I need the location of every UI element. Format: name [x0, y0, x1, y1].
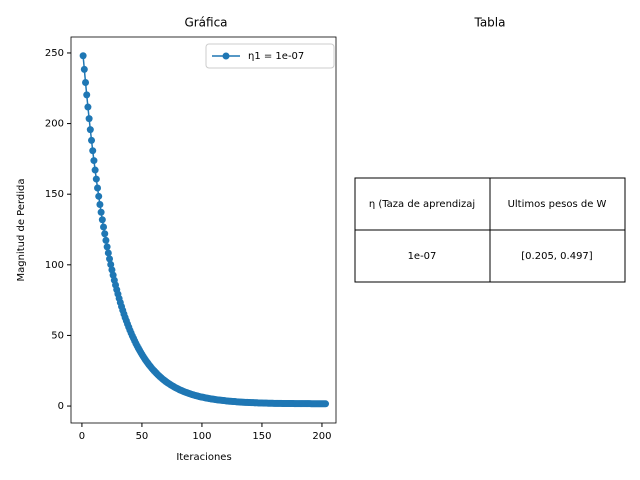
table-cell: [0.205, 0.497] [521, 251, 593, 262]
chart-title: Gráfica [184, 16, 227, 30]
data-point [92, 175, 100, 183]
data-point [85, 115, 93, 123]
data-point [102, 236, 110, 244]
data-point [322, 400, 330, 408]
legend-label: η1 = 1e-07 [248, 51, 304, 62]
data-point [86, 126, 94, 134]
data-point [100, 223, 108, 231]
x-tick-label: 100 [192, 431, 211, 442]
legend-box [205, 43, 335, 69]
x-tick-label: 50 [136, 431, 149, 442]
data-point [82, 78, 90, 86]
data-point [91, 166, 99, 174]
legend-marker [222, 52, 230, 60]
table-header: η (Taza de aprendizaj [369, 199, 475, 210]
data-point [104, 249, 112, 257]
data-point [98, 216, 106, 224]
data-point [107, 261, 115, 269]
x-tick-label: 200 [312, 431, 331, 442]
data-point [103, 243, 111, 251]
data-point [90, 157, 98, 165]
x-tick-label: 150 [252, 431, 271, 442]
table-cell: 1e-07 [408, 251, 437, 262]
table-title: Tabla [473, 16, 505, 30]
y-tick-label: 0 [58, 401, 64, 412]
data-point [80, 65, 88, 73]
data-point [94, 184, 102, 192]
axes-frame [70, 36, 337, 424]
table-header: Ultimos pesos de W [508, 199, 607, 210]
data-point [84, 103, 92, 111]
y-tick-label: 150 [45, 189, 64, 200]
y-axis-label: Magnitud de Perdida [16, 178, 27, 281]
data-point [106, 255, 114, 263]
data-point [83, 91, 91, 99]
x-tick-label: 0 [79, 431, 85, 442]
data-point [95, 192, 103, 200]
y-tick-label: 50 [51, 330, 64, 341]
data-point [101, 230, 109, 238]
data-point [108, 266, 116, 274]
table: η (Taza de aprendizaj Ultimos pesos de W… [354, 177, 626, 283]
y-tick-label: 200 [45, 119, 64, 130]
y-tick-label: 250 [45, 48, 64, 59]
x-axis-label: Iteraciones [176, 452, 231, 463]
y-tick-label: 100 [45, 260, 64, 271]
data-point [97, 208, 105, 216]
data-point [89, 147, 97, 155]
data-point [88, 136, 96, 144]
data-point [96, 201, 104, 209]
data-point [79, 52, 87, 60]
